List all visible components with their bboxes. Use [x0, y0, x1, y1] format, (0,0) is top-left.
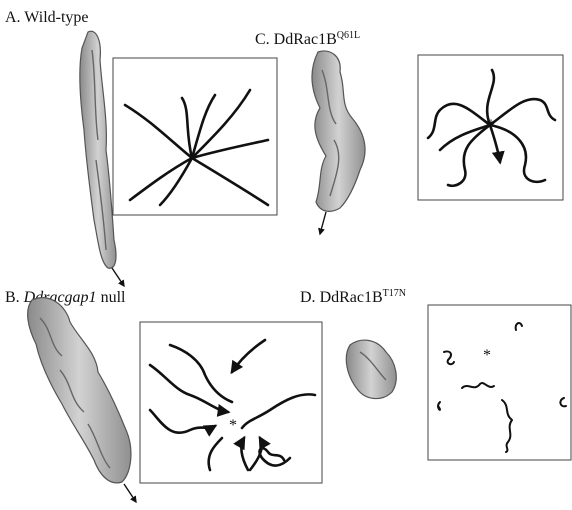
cell — [312, 51, 365, 211]
track — [150, 365, 228, 412]
tracks — [125, 90, 268, 205]
cell — [346, 340, 396, 398]
track — [448, 125, 490, 186]
track — [502, 400, 512, 452]
track — [209, 438, 222, 470]
track — [260, 448, 290, 465]
track — [560, 398, 566, 406]
panel-label: C. DdRac1BQ61L — [255, 30, 360, 48]
panel-c: C. DdRac1BQ61L * — [255, 30, 563, 234]
panel-name: DdRac1B — [274, 31, 337, 48]
track — [232, 340, 265, 372]
panel-name: DdRac1B — [320, 289, 383, 306]
panel-label: A. Wild-type — [5, 9, 89, 26]
track — [444, 351, 454, 364]
track — [250, 438, 262, 470]
origin-marker: * — [487, 117, 495, 134]
panel-suffix: null — [101, 289, 126, 306]
direction-arrow — [124, 484, 136, 502]
panel-letter: A. — [5, 9, 21, 26]
track — [160, 158, 192, 205]
panel-superscript: T17N — [383, 288, 406, 299]
panel-name: Wild-type — [24, 9, 88, 26]
panel-letter: D. — [300, 289, 316, 306]
track — [125, 105, 192, 158]
origin-marker: * — [189, 150, 197, 167]
track — [182, 98, 192, 158]
track — [192, 95, 215, 158]
track — [130, 158, 192, 200]
panel-label: B. Ddracgap1 null — [5, 289, 126, 306]
tracks — [438, 323, 566, 452]
track — [150, 410, 215, 433]
track — [241, 438, 248, 470]
cell — [28, 298, 131, 483]
panel-a: A. Wild-type * — [5, 9, 277, 286]
panel-superscript: Q61L — [337, 30, 360, 41]
direction-arrow — [112, 268, 124, 286]
panel-b: B. Ddracgap1 null * — [5, 289, 322, 502]
origin-marker: * — [483, 347, 491, 364]
panel-d: D. DdRac1BT17N * — [300, 288, 571, 460]
panel-letter: C. — [255, 31, 270, 48]
track — [170, 345, 232, 402]
panel-label: D. DdRac1BT17N — [300, 288, 406, 306]
track-box — [428, 305, 571, 460]
direction-arrow — [320, 212, 326, 234]
track — [192, 158, 268, 205]
track — [462, 383, 494, 388]
track — [192, 140, 268, 158]
track-box — [113, 58, 277, 215]
tracks — [150, 340, 315, 470]
figure: A. Wild-type * C. DdRac1BQ61L * B. Ddrac… — [0, 0, 572, 510]
track — [438, 402, 440, 410]
panel-letter: B. — [5, 289, 20, 306]
cell — [80, 31, 116, 268]
track — [516, 323, 522, 330]
track — [242, 394, 315, 428]
track — [490, 99, 555, 125]
track — [440, 125, 490, 150]
origin-marker: * — [229, 417, 237, 434]
